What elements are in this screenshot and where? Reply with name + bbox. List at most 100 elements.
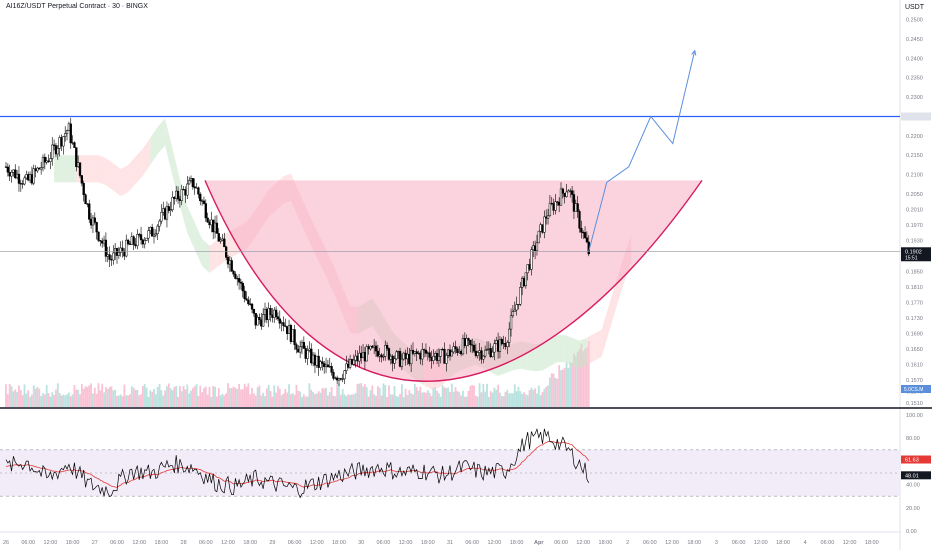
candle-body xyxy=(239,281,243,284)
candle-body xyxy=(506,342,509,347)
volume-bar xyxy=(586,347,588,407)
volume-bar xyxy=(291,393,294,407)
candle-body xyxy=(208,221,211,226)
volume-bar xyxy=(449,391,451,407)
candle-body xyxy=(350,359,354,365)
candle-body xyxy=(521,277,524,288)
rsi-tick-label: 40.00 xyxy=(906,483,920,489)
candle-body xyxy=(34,168,37,172)
volume-bar xyxy=(217,388,220,407)
volume-bar xyxy=(563,367,566,407)
volume-bar xyxy=(156,387,159,407)
volume-bar xyxy=(254,395,257,407)
volume-bar xyxy=(199,385,202,407)
candle-body xyxy=(12,169,15,173)
candle-body xyxy=(138,234,141,236)
volume-bar xyxy=(475,395,477,407)
volume-bar xyxy=(510,393,512,407)
cloud-segment xyxy=(142,137,151,176)
volume-bar xyxy=(201,392,203,407)
currency-label[interactable]: USDT xyxy=(904,4,924,11)
candle-body xyxy=(108,254,111,260)
volume-bar xyxy=(219,395,222,407)
volume-bar xyxy=(301,396,303,407)
volume-bar xyxy=(147,396,150,407)
candle-body xyxy=(469,340,472,345)
price-tick-label: 0.1850 xyxy=(906,269,923,275)
candle-body xyxy=(554,201,557,211)
candle-body xyxy=(169,209,172,211)
price-tick-label: 0.1770 xyxy=(906,300,923,306)
candle-body xyxy=(284,325,287,327)
volume-bar xyxy=(524,394,527,407)
volume-bar xyxy=(293,394,296,407)
volume-bar xyxy=(406,394,409,407)
candle-body xyxy=(585,237,589,243)
volume-bar xyxy=(256,387,259,407)
volume-bar xyxy=(110,386,113,407)
candle-body xyxy=(154,233,157,236)
volume-bar xyxy=(382,383,385,407)
candle-body xyxy=(352,359,355,365)
volume-bar xyxy=(493,387,496,407)
volume-bar xyxy=(27,390,30,407)
candle-body xyxy=(93,217,96,223)
candle-body xyxy=(199,194,202,202)
volume-bar xyxy=(31,394,33,407)
candle-body xyxy=(215,222,219,234)
volume-bar xyxy=(541,392,544,407)
time-tick-label: 12:00 xyxy=(488,540,502,546)
candle-body xyxy=(258,317,261,321)
volume-bar xyxy=(576,351,579,407)
volume-bar xyxy=(182,385,185,407)
candle-body xyxy=(556,201,559,203)
cloud-segment xyxy=(549,334,558,367)
candle-body xyxy=(89,219,93,226)
volume-bar xyxy=(14,389,17,407)
volume-bar xyxy=(480,392,483,407)
volume-bar xyxy=(378,387,381,407)
candle-body xyxy=(541,224,544,233)
candle-body xyxy=(6,166,9,173)
candle-body xyxy=(485,349,489,351)
volume-bar xyxy=(401,384,403,407)
candle-body xyxy=(73,142,76,148)
volume-bar xyxy=(299,391,302,407)
candle-body xyxy=(130,236,133,245)
volume-bar xyxy=(367,396,370,407)
volume-bar xyxy=(371,385,374,407)
candle-body xyxy=(219,239,222,242)
candle-body xyxy=(302,342,306,349)
time-tick-label: 06:00 xyxy=(821,540,835,546)
candle-body xyxy=(200,200,204,202)
volume-bar xyxy=(364,384,366,407)
volume-bar xyxy=(388,385,390,407)
volume-bar xyxy=(186,384,189,407)
candle-body xyxy=(75,147,78,168)
candle-body xyxy=(304,348,307,359)
volume-bar xyxy=(284,388,287,407)
candle-body xyxy=(576,203,579,212)
candle-body xyxy=(489,348,492,357)
time-tick-label: 06:00 xyxy=(465,540,479,546)
price-tick-label: 0.2050 xyxy=(906,192,923,198)
volume-bar xyxy=(302,394,305,407)
candle-body xyxy=(398,351,402,367)
volume-bar xyxy=(269,391,272,407)
volume-bar xyxy=(465,396,468,407)
projection-line xyxy=(588,50,696,252)
volume-bar xyxy=(417,390,420,407)
volume-bar xyxy=(47,393,50,407)
cloud-segment xyxy=(128,156,136,193)
candle-body xyxy=(528,264,531,270)
volume-bar xyxy=(380,395,383,407)
volume-bar xyxy=(343,394,346,407)
volume-bar xyxy=(517,386,520,407)
volume-bar xyxy=(114,389,117,407)
volume-bar xyxy=(399,393,401,407)
volume-bar xyxy=(584,348,586,407)
volume-bar xyxy=(228,387,231,407)
candle-body xyxy=(458,351,461,353)
candle-body xyxy=(317,355,320,368)
